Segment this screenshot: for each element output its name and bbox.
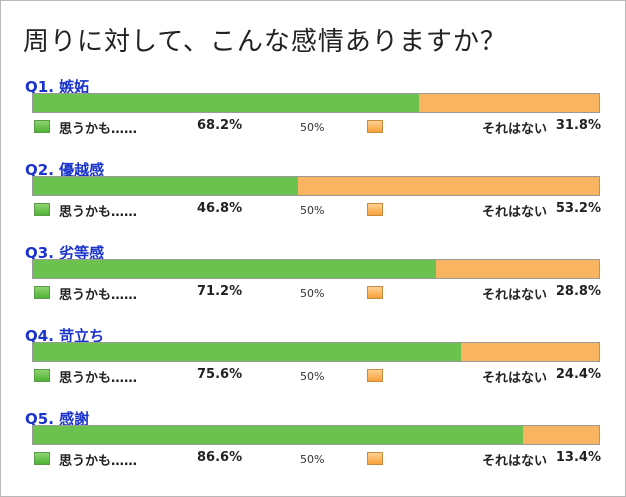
value-label-yes: 75.6% bbox=[197, 367, 243, 382]
value-label-no: 53.2% bbox=[555, 201, 601, 216]
legend-swatch-yes bbox=[34, 120, 50, 133]
midpoint-label: 50% bbox=[300, 370, 325, 383]
legend-label-yes: 思うかも…… bbox=[59, 205, 138, 220]
value-label-no: 31.8% bbox=[555, 118, 601, 133]
stacked-bar bbox=[32, 259, 600, 279]
legend-label-no: それはない bbox=[481, 205, 547, 220]
bar-segment-no bbox=[461, 343, 599, 361]
question-block: Q1. 嫉妬思うかも…… 68.2% 50% それはない 31.8% bbox=[1, 76, 626, 160]
value-label-no: 24.4% bbox=[555, 367, 601, 382]
legend-swatch-no bbox=[367, 203, 383, 216]
legend-label-no: それはない bbox=[481, 371, 547, 386]
question-label: Q1. 嫉妬 bbox=[25, 78, 90, 96]
question-label: Q2. 優越感 bbox=[25, 161, 105, 179]
legend-swatch-no bbox=[367, 369, 383, 382]
bar-segment-no bbox=[523, 426, 599, 444]
question-block: Q3. 劣等感思うかも…… 71.2% 50% それはない 28.8% bbox=[1, 242, 626, 326]
legend-swatch-no bbox=[367, 286, 383, 299]
midpoint-label: 50% bbox=[300, 453, 325, 466]
bar-segment-yes bbox=[33, 426, 523, 444]
question-block: Q2. 優越感思うかも…… 46.8% 50% それはない 53.2% bbox=[1, 159, 626, 243]
legend-label-yes: 思うかも…… bbox=[59, 371, 138, 386]
value-label-yes: 86.6% bbox=[197, 450, 243, 465]
question-label: Q5. 感謝 bbox=[25, 410, 90, 428]
bar-segment-yes bbox=[33, 94, 419, 112]
stacked-bar bbox=[32, 425, 600, 445]
chart-title: 周りに対して、こんな感情ありますか？ bbox=[23, 27, 507, 57]
legend-swatch-yes bbox=[34, 369, 50, 382]
stacked-bar bbox=[32, 176, 600, 196]
midpoint-label: 50% bbox=[300, 121, 325, 134]
legend-swatch-yes bbox=[34, 286, 50, 299]
midpoint-label: 50% bbox=[300, 204, 325, 217]
legend-swatch-yes bbox=[34, 452, 50, 465]
midpoint-label: 50% bbox=[300, 287, 325, 300]
stacked-bar bbox=[32, 342, 600, 362]
legend-swatch-no bbox=[367, 120, 383, 133]
question-label: Q3. 劣等感 bbox=[25, 244, 105, 262]
bar-segment-yes bbox=[33, 260, 436, 278]
value-label-yes: 68.2% bbox=[197, 118, 243, 133]
question-block: Q5. 感謝思うかも…… 86.6% 50% それはない 13.4% bbox=[1, 408, 626, 492]
bar-segment-yes bbox=[33, 177, 298, 195]
legend-label-yes: 思うかも…… bbox=[59, 288, 138, 303]
legend-label-no: それはない bbox=[481, 122, 547, 137]
value-label-yes: 71.2% bbox=[197, 284, 243, 299]
bar-segment-no bbox=[419, 94, 599, 112]
legend-swatch-no bbox=[367, 452, 383, 465]
legend-swatch-yes bbox=[34, 203, 50, 216]
bar-segment-no bbox=[436, 260, 599, 278]
bar-segment-no bbox=[298, 177, 599, 195]
value-label-yes: 46.8% bbox=[197, 201, 243, 216]
bar-segment-yes bbox=[33, 343, 461, 361]
legend-label-no: それはない bbox=[481, 454, 547, 469]
value-label-no: 13.4% bbox=[555, 450, 601, 465]
question-block: Q4. 苛立ち思うかも…… 75.6% 50% それはない 24.4% bbox=[1, 325, 626, 409]
legend-label-yes: 思うかも…… bbox=[59, 122, 138, 137]
stacked-bar bbox=[32, 93, 600, 113]
legend-label-no: それはない bbox=[481, 288, 547, 303]
value-label-no: 28.8% bbox=[555, 284, 601, 299]
legend-label-yes: 思うかも…… bbox=[59, 454, 138, 469]
question-label: Q4. 苛立ち bbox=[25, 327, 105, 345]
